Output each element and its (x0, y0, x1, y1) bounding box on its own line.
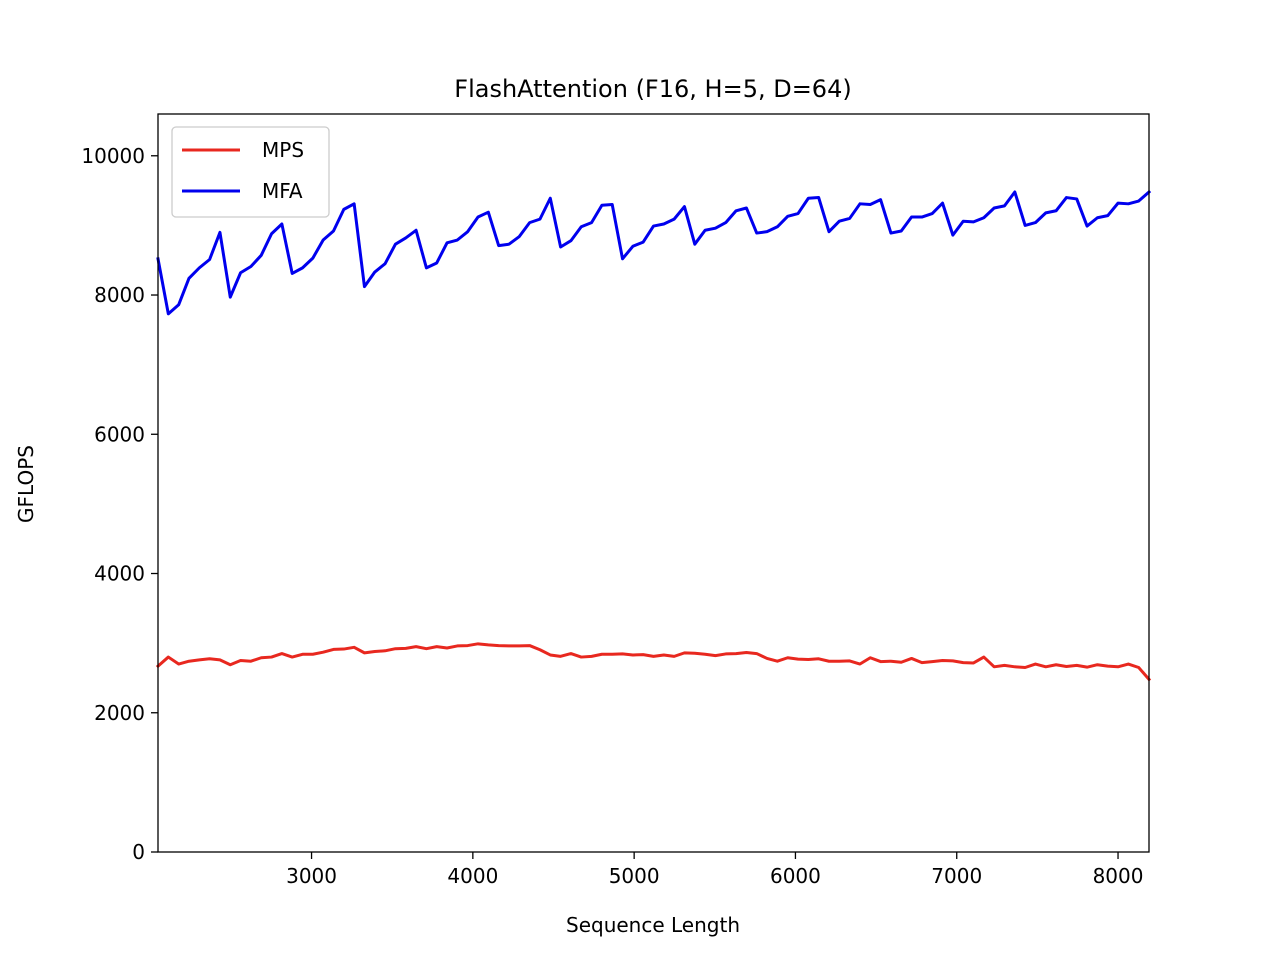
series-line-mps (155, 642, 1152, 682)
x-tick-label: 6000 (770, 864, 821, 888)
legend-box (171, 126, 330, 218)
x-axis-label: Sequence Length (566, 913, 740, 937)
chart-title: FlashAttention (F16, H=5, D=64) (454, 75, 851, 103)
y-tick-label: 10000 (81, 144, 145, 168)
plot-frame (157, 113, 1150, 853)
legend-label-mfa: MFA (262, 179, 303, 203)
x-axis: 3000 4000 5000 6000 7000 8000 (286, 852, 1143, 888)
y-tick-label: 0 (132, 840, 145, 864)
x-tick-label: 3000 (286, 864, 337, 888)
x-tick-label: 5000 (609, 864, 660, 888)
legend-label-mps: MPS (262, 138, 304, 162)
series-lines (155, 189, 1152, 682)
y-tick-label: 4000 (94, 562, 145, 586)
series-line-mfa (156, 189, 1152, 316)
y-tick-label: 2000 (94, 701, 145, 725)
legend: MPS MFA (171, 126, 330, 218)
y-tick-label: 8000 (94, 283, 145, 307)
x-tick-label: 7000 (931, 864, 982, 888)
plot-area (155, 113, 1152, 853)
x-tick-label: 4000 (447, 864, 498, 888)
y-tick-label: 6000 (94, 422, 145, 446)
y-axis-label: GFLOPS (14, 445, 38, 523)
y-axis: 0 2000 4000 6000 8000 10000 (81, 144, 158, 864)
x-tick-label: 8000 (1093, 864, 1144, 888)
